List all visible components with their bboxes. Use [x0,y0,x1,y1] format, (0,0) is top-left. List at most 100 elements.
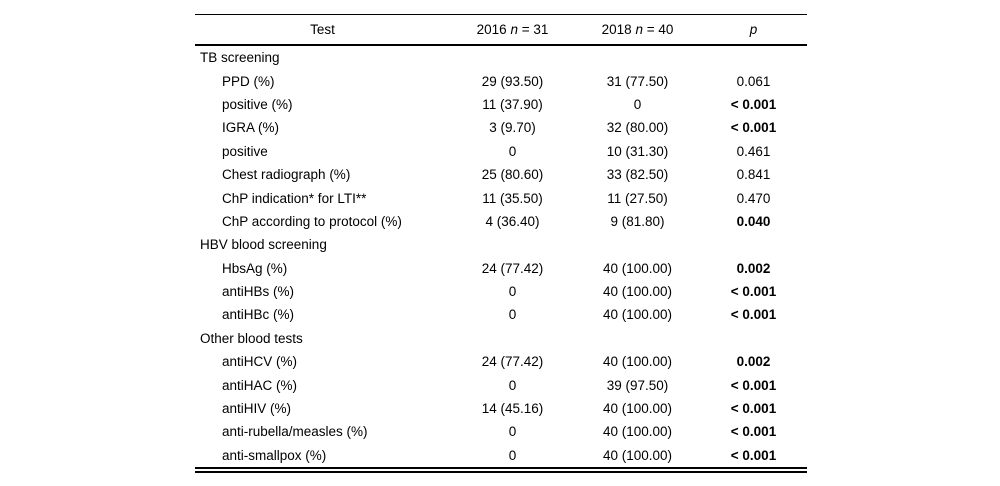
value-2016 [450,233,575,256]
value-2016: 11 (37.90) [482,96,543,112]
column-header-p: p [700,14,807,46]
test-label: anti-smallpox (%) [222,447,327,463]
year-2016-label: 2016 [476,22,511,37]
value-2018: 32 (80.00) [606,120,669,136]
p-value: < 0.001 [730,96,777,112]
p-value: 0.061 [736,73,771,89]
table-row: positive 0 10 (31.30) 0.461 [195,140,807,163]
value-2016: 0 [508,447,517,463]
p-value: 0.841 [736,167,771,183]
test-label: HBV blood screening [200,237,327,253]
value-2016: 0 [508,284,517,300]
column-header-2016: 2016 n = 31 [450,14,575,46]
value-2016: 11 (35.50) [482,190,543,206]
test-label: antiHBs (%) [222,284,295,300]
test-label: ChP indication* for LTI** [222,190,367,206]
table-row: ChP according to protocol (%) 4 (36.40) 9 … [195,210,807,233]
test-label: ChP according to protocol (%) [222,213,402,229]
table-body: TB screening PPD (%) 29 (93.50) 31 (77.50) 0… [195,45,807,468]
test-label: Chest radiograph (%) [222,167,351,183]
test-label: positive (%) [222,96,293,112]
test-label: anti-rubella/measles (%) [222,424,368,440]
table-row: anti-smallpox (%) 0 40 (100.00) < 0.001 [195,444,807,468]
column-header-test: Test [195,14,450,46]
value-2018: 40 (100.00) [602,424,673,440]
p-value: 0.470 [736,190,771,206]
table-row: antiHCV (%) 24 (77.42) 40 (100.00) 0.002 [195,350,807,373]
value-2018 [575,327,700,350]
table-row: antiHAC (%) 0 39 (97.50) < 0.001 [195,373,807,396]
p-value: < 0.001 [730,120,777,136]
value-2016: 24 (77.42) [481,354,544,370]
p-value: 0.002 [736,260,771,276]
p-value: 0.461 [736,143,771,159]
p-value: < 0.001 [730,424,777,440]
table-head: Test 2016 n = 31 2018 n = 40 p [195,14,807,46]
value-2018 [575,233,700,256]
section-row: Other blood tests [195,327,807,350]
p-value: 0.040 [736,213,771,229]
year-2018-label: 2018 [601,22,636,37]
p-value: 0.002 [736,354,771,370]
value-2016: 29 (93.50) [481,73,544,89]
test-label: HbsAg (%) [222,260,288,276]
table-row: antiHBs (%) 0 40 (100.00) < 0.001 [195,280,807,303]
p-value: < 0.001 [730,377,777,393]
value-2016: 0 [508,143,517,159]
value-2016 [450,45,575,69]
value-2016: 25 (80.60) [481,167,544,183]
value-2016: 0 [508,377,517,393]
n-symbol: n [510,22,518,37]
value-2016: 14 (45.16) [481,401,544,417]
n-2016-count: = 31 [517,22,549,37]
value-2018: 40 (100.00) [602,354,673,370]
value-2018: 31 (77.50) [606,73,669,89]
table-row: antiHIV (%) 14 (45.16) 40 (100.00) < 0.001 [195,397,807,420]
table-row: PPD (%) 29 (93.50) 31 (77.50) 0.061 [195,69,807,92]
table-row: Chest radiograph (%) 25 (80.60) 33 (82.50)… [195,163,807,186]
p-value: < 0.001 [730,401,777,417]
value-2018: 0 [633,96,642,112]
n-symbol: n [635,22,643,37]
value-2018: 40 (100.00) [602,284,673,300]
value-2016: 4 (36.40) [485,213,540,229]
value-2018: 40 (100.00) [602,260,673,276]
value-2018: 40 (100.00) [602,401,673,417]
value-2018: 10 (31.30) [606,143,669,159]
table-row: positive (%) 11 (37.90) 0 < 0.001 [195,93,807,116]
section-row: HBV blood screening [195,233,807,256]
screening-results-table-wrap: Test 2016 n = 31 2018 n = 40 p TB screen… [195,14,807,473]
table-row: ChP indication* for LTI** 11 (35.50) 11 (2… [195,186,807,209]
test-label: IGRA (%) [222,120,280,136]
value-2018: 33 (82.50) [606,167,669,183]
value-2016: 24 (77.42) [481,260,544,276]
p-value [700,233,807,256]
value-2018: 40 (100.00) [602,307,673,323]
test-label: PPD (%) [222,73,275,89]
table-row: IGRA (%) 3 (9.70) 32 (80.00) < 0.001 [195,116,807,139]
test-label: antiHCV (%) [222,354,298,370]
value-2018: 11 (27.50) [607,190,668,206]
value-2018: 40 (100.00) [602,447,673,463]
header-row: Test 2016 n = 31 2018 n = 40 p [195,14,807,46]
value-2016 [450,327,575,350]
table-row: HbsAg (%) 24 (77.42) 40 (100.00) 0.002 [195,257,807,280]
test-label: positive [222,143,268,159]
screening-results-table: Test 2016 n = 31 2018 n = 40 p TB screen… [195,14,807,470]
p-value: < 0.001 [730,447,777,463]
p-value: < 0.001 [730,284,777,300]
value-2018: 9 (81.80) [610,213,665,229]
table-row: antiHBc (%) 0 40 (100.00) < 0.001 [195,303,807,326]
test-label: Other blood tests [200,330,303,346]
value-2018 [575,45,700,69]
p-value: < 0.001 [730,307,777,323]
value-2016: 0 [508,307,517,323]
n-2018-count: = 40 [642,22,674,37]
table-row: anti-rubella/measles (%) 0 40 (100.00) < 0.… [195,420,807,443]
bottom-double-rule [195,471,807,473]
column-header-2018: 2018 n = 40 [575,14,700,46]
value-2018: 39 (97.50) [606,377,669,393]
value-2016: 0 [508,424,517,440]
test-label: TB screening [200,50,280,66]
